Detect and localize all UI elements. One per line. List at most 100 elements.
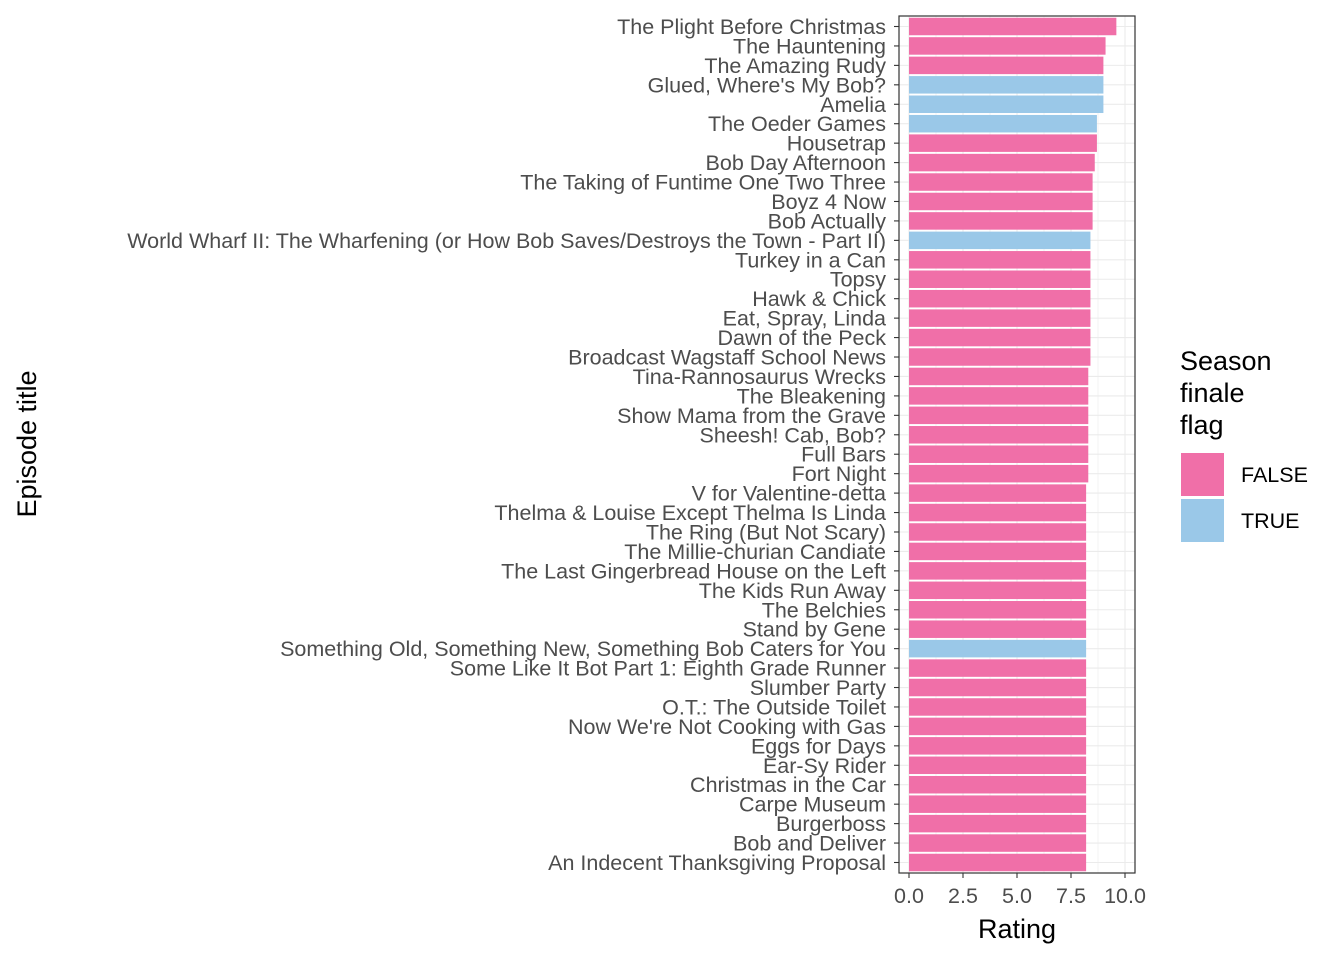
y-tick-label: Full Bars <box>801 443 886 467</box>
y-tick-label: Fort Night <box>792 462 886 486</box>
bar <box>909 853 1087 872</box>
y-tick-label: Now We're Not Cooking with Gas <box>568 715 886 739</box>
y-tick-label: O.T.: The Outside Toilet <box>662 695 886 719</box>
x-tick-label: 5.0 <box>1002 884 1032 908</box>
bar <box>909 426 1089 444</box>
bar <box>909 56 1104 75</box>
bar <box>909 231 1091 250</box>
y-tick-label: Tina-Rannosaurus Wrecks <box>633 365 886 389</box>
bar <box>909 289 1091 308</box>
bar <box>909 445 1089 463</box>
bar <box>909 795 1087 813</box>
x-axis: 0.0 2.5 5.0 7.5 10.0 <box>894 873 1146 908</box>
bar <box>909 348 1091 366</box>
bar <box>909 309 1091 327</box>
bar <box>909 114 1097 133</box>
bar <box>909 737 1087 755</box>
y-tick-label: Hawk & Chick <box>752 287 886 311</box>
y-tick-label: The Ring (But Not Scary) <box>646 520 886 544</box>
y-tick-label: The Taking of Funtime One Two Three <box>520 171 886 195</box>
x-axis-title: Rating <box>978 914 1056 944</box>
legend-label: TRUE <box>1241 509 1300 533</box>
legend-title: flag <box>1180 410 1224 440</box>
y-tick-label: Slumber Party <box>750 676 886 700</box>
bar <box>909 134 1097 152</box>
y-tick-label: Thelma & Louise Except Thelma Is Linda <box>494 501 886 525</box>
legend-label: FALSE <box>1241 463 1308 487</box>
bars <box>909 17 1117 872</box>
bar <box>909 192 1093 211</box>
y-tick-label: The Kids Run Away <box>699 579 886 603</box>
legend-title: finale <box>1180 378 1245 408</box>
y-tick-label: Dawn of the Peck <box>717 326 886 350</box>
bar <box>909 639 1087 658</box>
bar <box>909 523 1087 541</box>
bar <box>909 484 1087 502</box>
bar <box>909 328 1091 347</box>
bar <box>909 756 1087 775</box>
bar <box>909 834 1087 852</box>
y-tick-label: Show Mama from the Grave <box>617 404 886 428</box>
bar <box>909 678 1087 697</box>
bar <box>909 542 1087 561</box>
bar <box>909 464 1089 483</box>
bar <box>909 387 1089 405</box>
y-tick-label: Topsy <box>830 268 886 292</box>
bar <box>909 17 1117 36</box>
bar <box>909 814 1087 833</box>
bar <box>909 251 1091 269</box>
legend-key <box>1181 453 1224 496</box>
bar <box>909 153 1095 172</box>
y-tick-label: Turkey in a Can <box>735 248 886 272</box>
x-tick-label: 7.5 <box>1056 884 1086 908</box>
x-tick-label: 2.5 <box>948 884 978 908</box>
y-tick-label: The Hauntening <box>733 34 886 58</box>
bar <box>909 659 1087 677</box>
y-tick-label: V for Valentine-detta <box>692 482 886 506</box>
y-tick-label: World Wharf II: The Wharfening (or How B… <box>127 229 886 253</box>
bar <box>909 95 1104 114</box>
bar <box>909 698 1087 716</box>
y-tick-label: Ear-Sy Rider <box>763 754 886 778</box>
x-tick-label: 0.0 <box>894 884 924 908</box>
y-axis-title: Episode title <box>12 370 42 517</box>
bar <box>909 775 1087 794</box>
y-tick-label: The Plight Before Christmas <box>617 15 886 39</box>
y-tick-label: The Amazing Rudy <box>704 54 886 78</box>
y-tick-label: Bob and Deliver <box>733 832 886 856</box>
bar <box>909 37 1106 55</box>
y-tick-label: The Oeder Games <box>708 112 886 136</box>
y-tick-label: The Belchies <box>762 598 886 622</box>
y-tick-label: Housetrap <box>787 132 886 156</box>
y-tick-label: Glued, Where's My Bob? <box>648 73 886 97</box>
y-tick-label: Amelia <box>820 93 886 117</box>
bar <box>909 270 1091 288</box>
y-tick-label: Some Like It Bot Part 1: Eighth Grade Ru… <box>450 657 886 681</box>
y-tick-label: An Indecent Thanksgiving Proposal <box>548 851 886 875</box>
legend-title: Season <box>1180 346 1272 376</box>
bar <box>909 406 1089 425</box>
y-tick-label: Burgerboss <box>776 812 886 836</box>
bar <box>909 76 1104 94</box>
y-tick-label: Something Old, Something New, Something … <box>280 637 886 661</box>
bar <box>909 367 1089 386</box>
y-tick-label: Bob Actually <box>768 209 887 233</box>
bar <box>909 581 1087 600</box>
bar <box>909 503 1087 522</box>
bar <box>909 620 1087 638</box>
y-tick-label: Boyz 4 Now <box>771 190 886 214</box>
y-tick-label: Eat, Spray, Linda <box>723 307 886 331</box>
y-tick-label: The Bleakening <box>737 384 886 408</box>
x-tick-label: 10.0 <box>1104 884 1146 908</box>
bar <box>909 601 1087 619</box>
legend-key <box>1181 499 1224 542</box>
y-tick-label: Christmas in the Car <box>690 773 886 797</box>
bar <box>909 212 1093 230</box>
y-tick-label: Bob Day Afternoon <box>706 151 886 175</box>
y-tick-label: Stand by Gene <box>743 618 886 642</box>
y-tick-label: The Millie-churian Candiate <box>624 540 886 564</box>
